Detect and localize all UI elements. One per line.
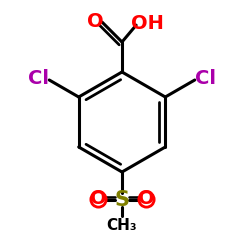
Text: O: O [90, 190, 106, 208]
Text: OH: OH [131, 14, 164, 33]
Text: S: S [114, 190, 130, 210]
Text: CH₃: CH₃ [107, 218, 137, 232]
Text: O: O [87, 12, 104, 31]
Text: O: O [138, 190, 154, 208]
Text: Cl: Cl [28, 70, 49, 88]
Text: Cl: Cl [195, 70, 216, 88]
